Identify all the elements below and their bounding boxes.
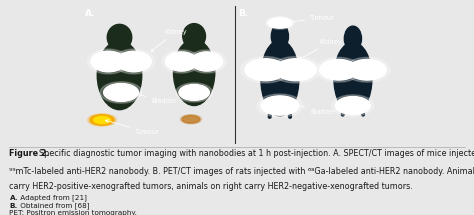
Text: A.: A. [9,195,18,201]
Text: B.: B. [238,9,249,18]
Text: Tumour: Tumour [283,15,335,24]
Ellipse shape [87,49,129,74]
Text: PET: Positron emission tomography.: PET: Positron emission tomography. [9,210,137,215]
Ellipse shape [316,57,362,82]
FancyArrowPatch shape [270,96,272,117]
FancyArrowPatch shape [361,95,363,115]
Ellipse shape [257,94,303,117]
Ellipse shape [88,114,117,126]
Ellipse shape [180,115,201,124]
Ellipse shape [348,59,386,80]
Ellipse shape [97,41,142,110]
Ellipse shape [165,52,197,71]
Ellipse shape [107,24,132,51]
Ellipse shape [113,49,155,74]
Text: Kidney: Kidney [151,29,187,52]
Text: carry HER2-positive-xenografted tumors, animals on right carry HER2-negative-xen: carry HER2-positive-xenografted tumors, … [9,182,413,191]
Ellipse shape [261,40,299,116]
Ellipse shape [271,57,320,83]
Ellipse shape [173,40,215,106]
Ellipse shape [241,57,291,83]
FancyArrowPatch shape [288,96,290,117]
Text: Obtained from [68]: Obtained from [68] [18,203,90,209]
Ellipse shape [163,50,201,73]
Ellipse shape [344,57,390,82]
Ellipse shape [90,115,114,125]
Ellipse shape [116,51,151,72]
Ellipse shape [188,50,226,73]
Ellipse shape [245,59,286,81]
Ellipse shape [332,95,374,116]
Ellipse shape [92,116,111,124]
Ellipse shape [261,96,299,115]
Text: Kidney: Kidney [299,39,342,60]
Ellipse shape [176,83,212,102]
Ellipse shape [271,23,289,50]
Ellipse shape [179,84,210,100]
Ellipse shape [183,24,206,49]
Ellipse shape [94,117,110,123]
Ellipse shape [91,51,126,72]
Text: Bladder: Bladder [283,101,336,115]
Text: B.: B. [9,203,18,209]
Ellipse shape [319,59,358,80]
Ellipse shape [100,82,142,103]
Ellipse shape [191,52,223,71]
Text: ⁹⁹mTc-labeled anti-HER2 nanobody. B. PET/CT images of rats injected with ⁶⁸Ga-la: ⁹⁹mTc-labeled anti-HER2 nanobody. B. PET… [9,167,474,176]
Ellipse shape [336,97,370,114]
Ellipse shape [344,26,362,51]
Text: Adapted from [21]: Adapted from [21] [18,195,87,201]
Ellipse shape [334,42,372,114]
Ellipse shape [265,17,294,29]
Ellipse shape [182,115,200,123]
Ellipse shape [104,83,138,101]
Text: Specific diagnostic tumor imaging with nanobodies at 1 h post-injection. A. SPEC: Specific diagnostic tumor imaging with n… [39,149,474,158]
Ellipse shape [268,18,292,28]
Text: Bladder: Bladder [125,91,177,104]
Text: A.: A. [84,9,95,18]
FancyArrowPatch shape [343,95,345,115]
Text: Figure 2.: Figure 2. [9,149,50,158]
Ellipse shape [275,59,317,81]
Text: Tumour: Tumour [106,120,160,135]
